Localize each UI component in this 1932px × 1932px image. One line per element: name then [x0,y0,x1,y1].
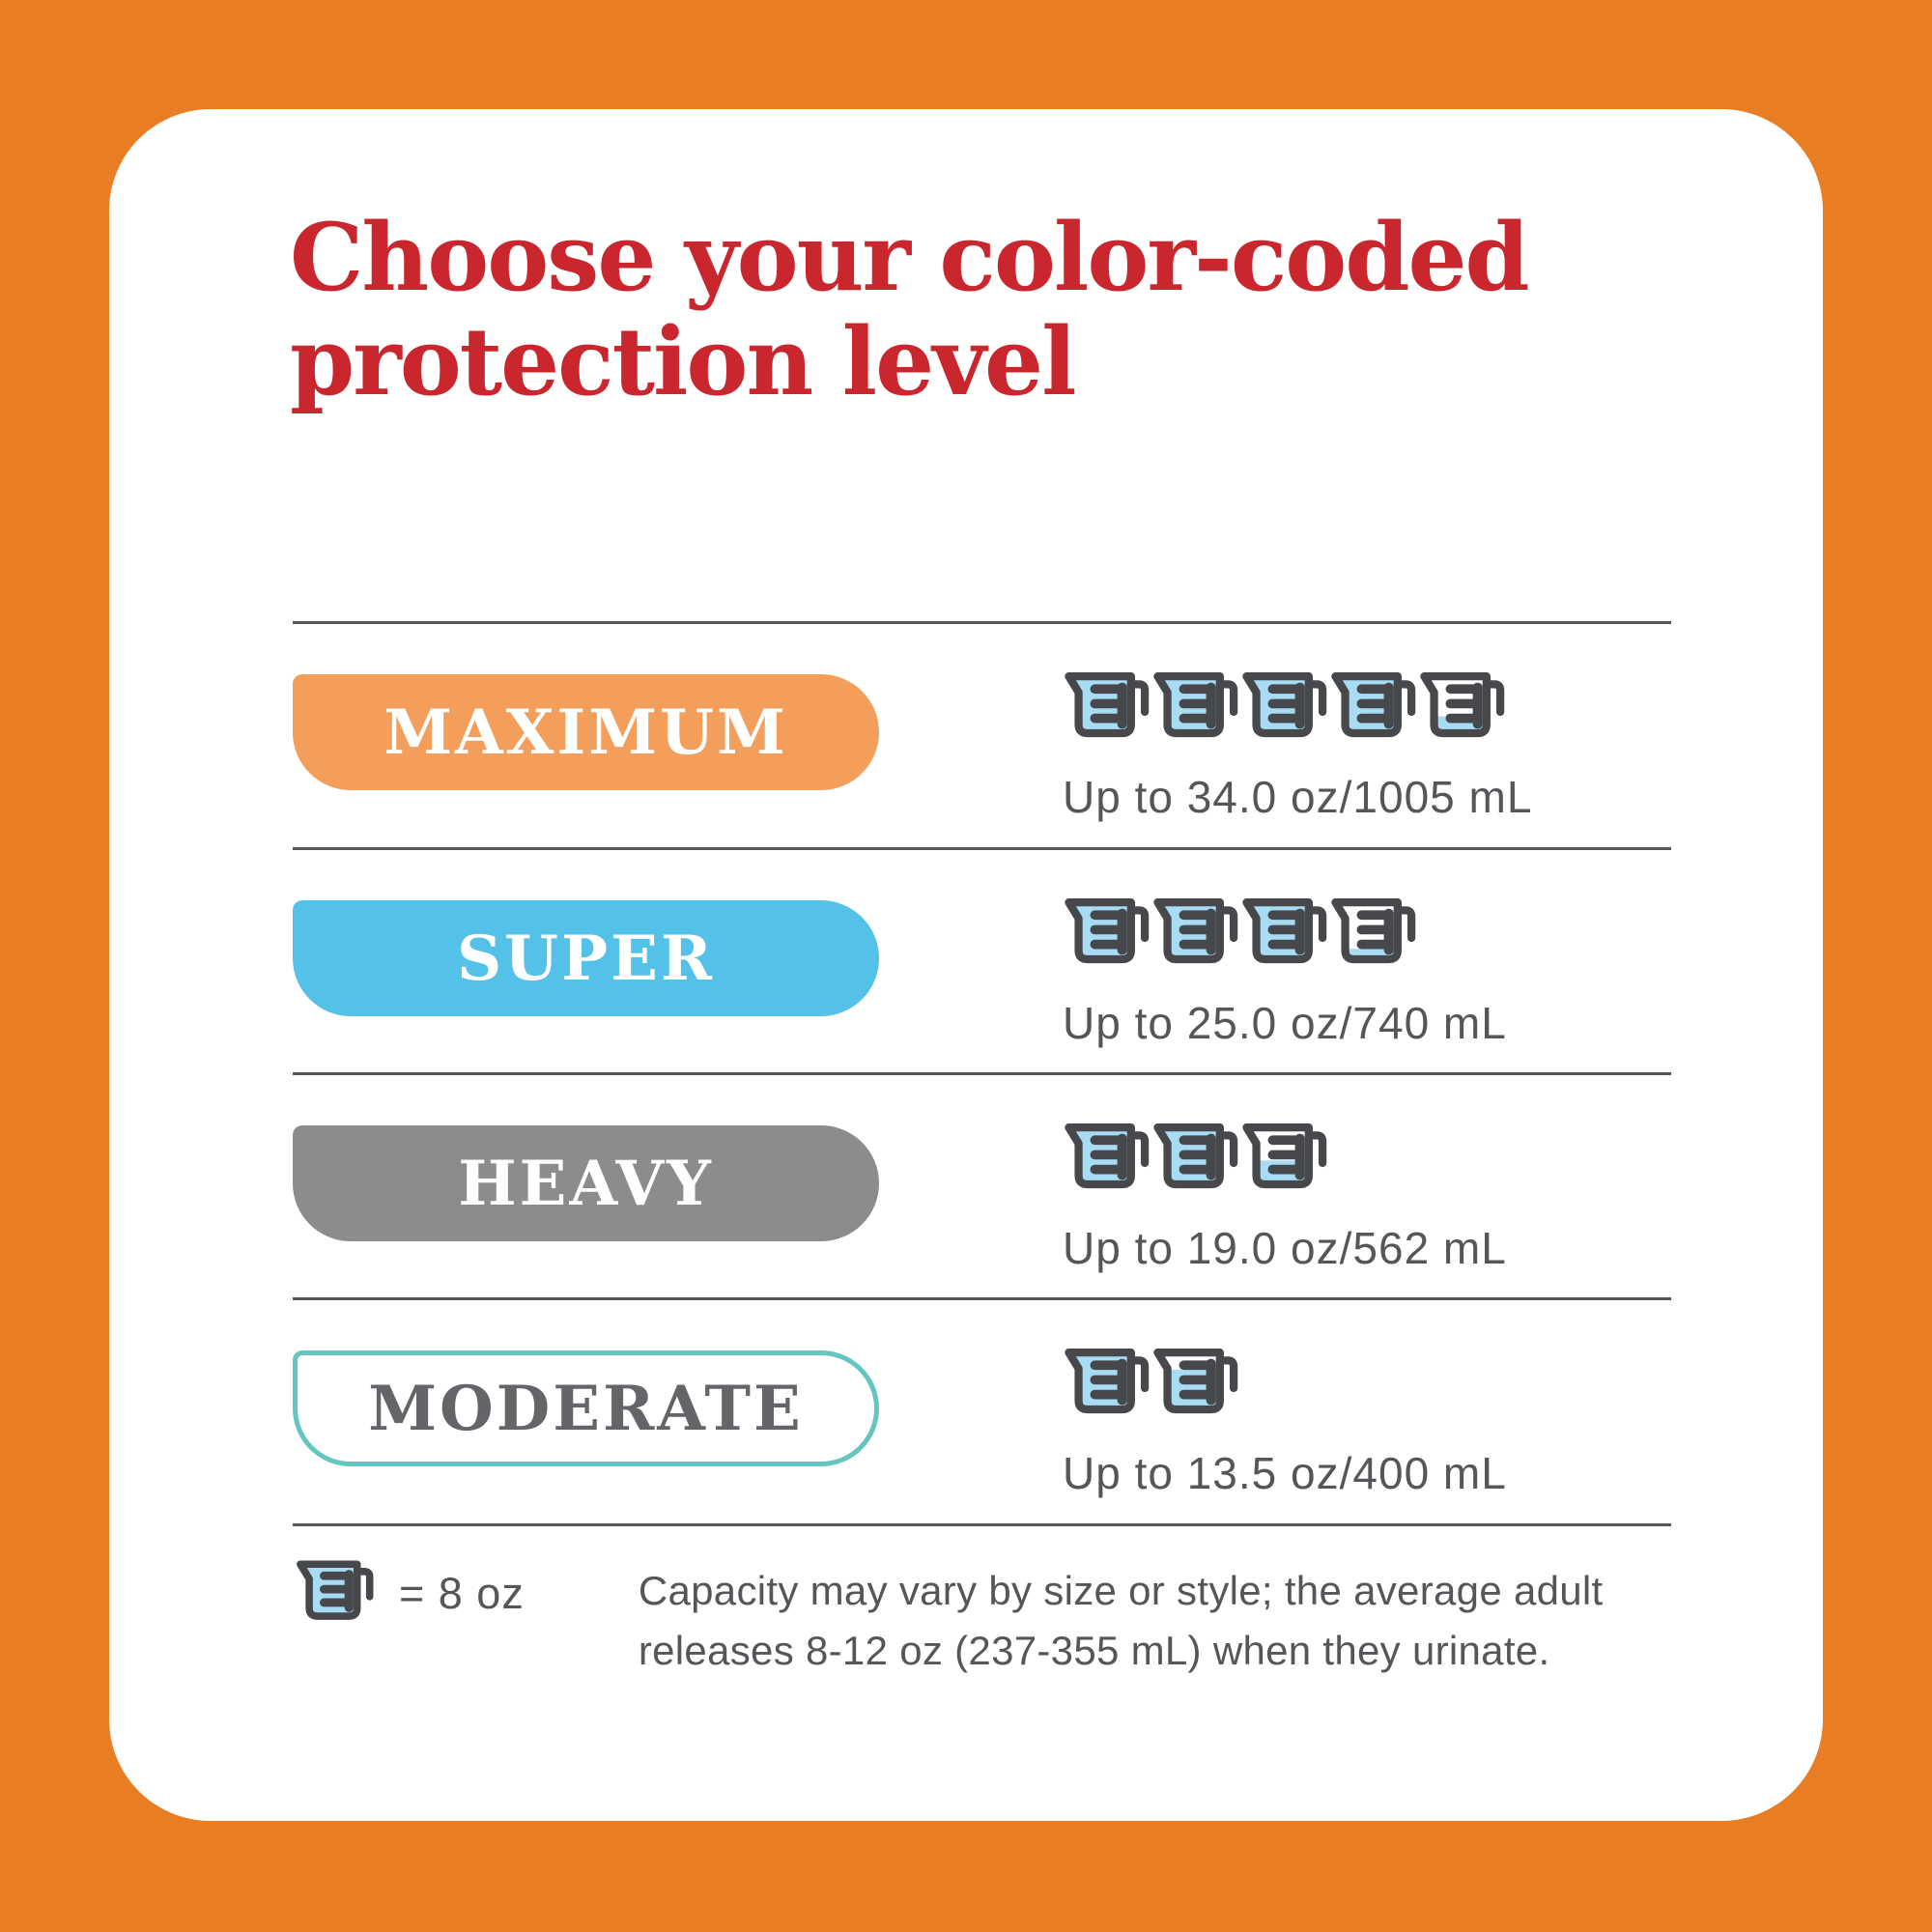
heavy-capacity-label: Up to 19.0 oz/562 mL [1063,1223,1507,1273]
heavy-pill-badge: HEAVY [293,1125,879,1241]
super-pill-badge: SUPER [293,900,879,1016]
measuring-cup-icon [1242,672,1327,738]
measuring-cup-icon [1420,672,1505,738]
page-title: Choose your color-coded protection level [290,203,1530,417]
heavy-cups-row [1063,1118,1329,1199]
legend-cup-slot [295,1555,376,1627]
measuring-cup-icon [1153,898,1238,964]
measuring-cup-icon [1065,672,1150,738]
measuring-cup-icon [1065,1348,1150,1414]
measuring-cup-icon [1242,898,1327,964]
super-capacity-label: Up to 25.0 oz/740 mL [1063,998,1507,1048]
info-card: Choose your color-coded protection level… [109,109,1823,1821]
moderate-pill-badge: MODERATE [293,1350,879,1466]
legend: = 8 oz Capacity may vary by size or styl… [295,1555,1705,1680]
measuring-cup-icon [1153,1122,1238,1189]
legend-note: Capacity may vary by size or style; the … [638,1568,1604,1673]
moderate-cups-row [1063,1343,1240,1424]
measuring-cup-icon [1331,898,1416,964]
measuring-cup-icon [297,1560,374,1620]
moderate-pill-label: MODERATE [368,1372,804,1445]
measuring-cup-icon [1065,1122,1150,1189]
divider [293,847,1671,850]
maximum-cups-row [1063,667,1507,748]
measuring-cup-icon [1331,672,1416,738]
heavy-pill-label: HEAVY [458,1147,714,1220]
maximum-capacity-label: Up to 34.0 oz/1005 mL [1063,772,1533,822]
moderate-capacity-label: Up to 13.5 oz/400 mL [1063,1448,1507,1498]
maximum-pill-label: MAXIMUM [384,696,788,769]
maximum-pill-badge: MAXIMUM [293,674,879,790]
super-pill-label: SUPER [456,922,716,995]
divider [293,1297,1671,1300]
legend-equals-label: = 8 oz [399,1569,525,1618]
measuring-cup-icon [1153,1348,1238,1414]
divider [293,1523,1671,1526]
measuring-cup-icon [1065,898,1150,964]
measuring-cup-icon [1153,672,1238,738]
measuring-cup-icon [1242,1122,1327,1189]
divider [293,1072,1671,1075]
divider [293,621,1671,624]
super-cups-row [1063,893,1418,974]
